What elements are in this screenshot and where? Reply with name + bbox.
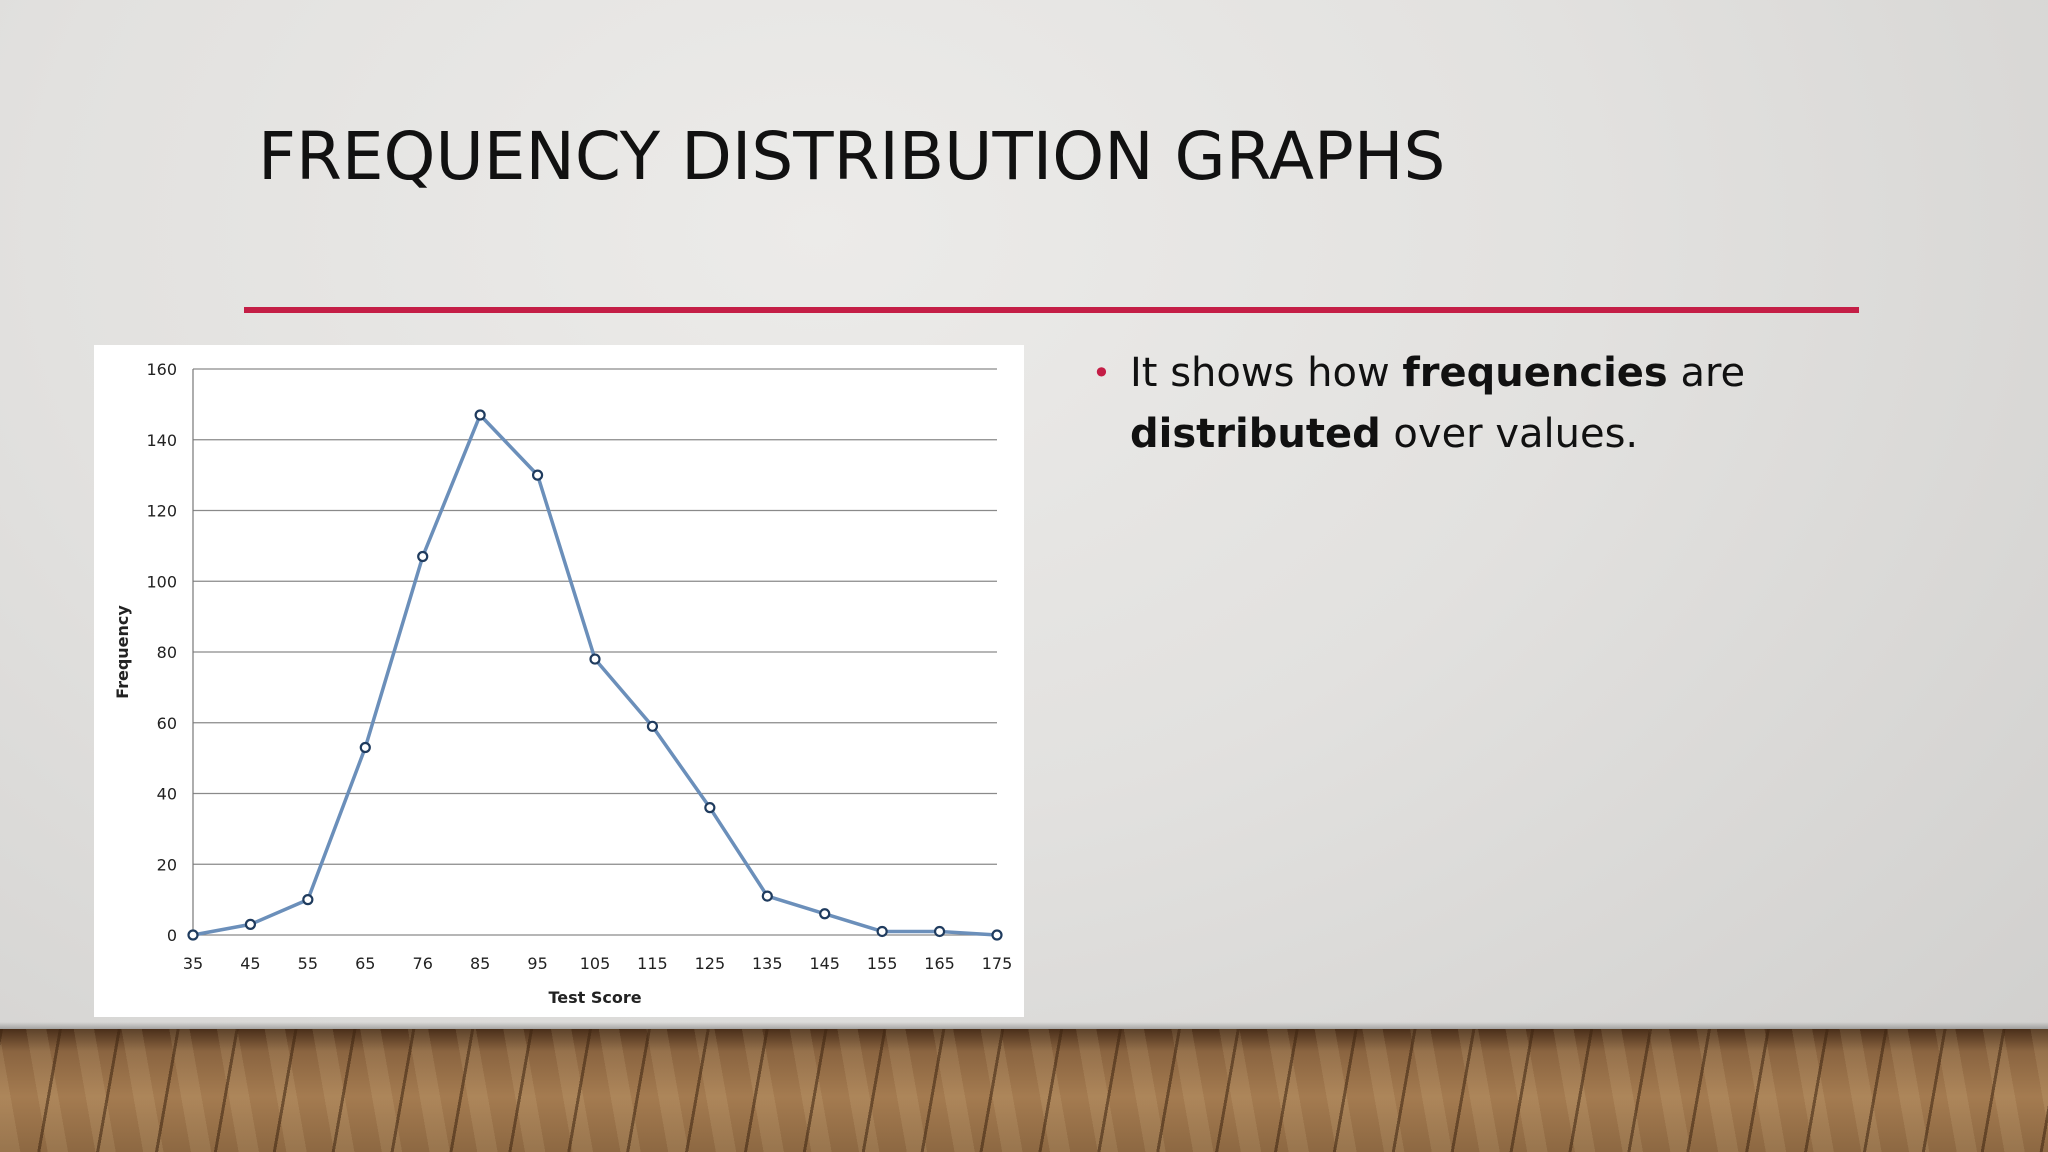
x-tick-label: 175 [982, 954, 1013, 973]
y-tick-label: 100 [146, 572, 177, 591]
data-point [876, 925, 888, 938]
data-point [819, 908, 831, 920]
series-line [192, 413, 998, 937]
x-tick-label: 145 [809, 954, 840, 973]
slide-title: FREQUENCY DISTRIBUTION GRAPHS [258, 118, 1446, 195]
x-tick-label: 165 [924, 954, 955, 973]
bullet-emphasis-distributed: distributed [1130, 411, 1381, 457]
bullet-text-3: over values. [1380, 411, 1639, 457]
data-point [187, 929, 199, 941]
y-tick-label: 140 [146, 431, 177, 450]
x-tick-label: 65 [355, 954, 375, 973]
x-tick-label: 45 [240, 954, 260, 973]
y-tick-label: 80 [157, 643, 177, 662]
data-point [933, 925, 946, 938]
x-tick-label: 55 [298, 954, 318, 973]
x-tick-label: 135 [752, 954, 783, 973]
bullet-text-2: are [1667, 350, 1746, 396]
bullet-item: • It shows how frequencies are distribut… [1092, 343, 1852, 465]
data-point [474, 409, 486, 421]
x-axis-title: Test Score [548, 988, 641, 1007]
x-tick-label: 76 [413, 954, 433, 973]
y-tick-label: 20 [157, 855, 177, 874]
x-tick-label: 155 [867, 954, 898, 973]
x-tick-label: 125 [695, 954, 726, 973]
y-tick-label: 0 [167, 926, 177, 945]
data-point [704, 802, 716, 814]
y-tick-label: 160 [146, 360, 177, 379]
data-point [991, 929, 1003, 941]
y-axis-title: Frequency [113, 605, 132, 699]
frequency-line-chart: 0 20 40 60 80 100 120 140 160 35 45 55 65 76 85 95 105 11… [113, 360, 1013, 1007]
data-point [359, 741, 371, 754]
floor-shadow [0, 1022, 2048, 1032]
x-tick-label: 35 [183, 954, 203, 973]
y-tick-label: 120 [146, 502, 177, 521]
bullet-emphasis-frequencies: frequencies [1402, 350, 1668, 396]
bullet-dot-icon: • [1092, 354, 1111, 392]
bullet-text-1: It shows how [1130, 350, 1403, 396]
data-point [761, 890, 773, 902]
x-tick-label: 105 [580, 954, 611, 973]
data-point [531, 469, 544, 481]
x-tick-label: 95 [527, 954, 547, 973]
data-point [302, 894, 314, 906]
data-point [589, 653, 601, 665]
x-tick-label: 85 [470, 954, 490, 973]
bullet-list: • It shows how frequencies are distribut… [1092, 343, 1852, 465]
data-point [244, 918, 257, 930]
data-point [646, 720, 659, 732]
x-tick-label: 115 [637, 954, 668, 973]
wooden-floor [0, 1029, 2048, 1152]
y-tick-label: 40 [157, 785, 177, 804]
title-accent-rule [244, 307, 1859, 313]
chart-panel: 0 20 40 60 80 100 120 140 160 35 45 55 65 76 85 95 105 11… [94, 345, 1024, 1017]
data-point [417, 550, 429, 563]
y-tick-label: 60 [157, 714, 177, 733]
